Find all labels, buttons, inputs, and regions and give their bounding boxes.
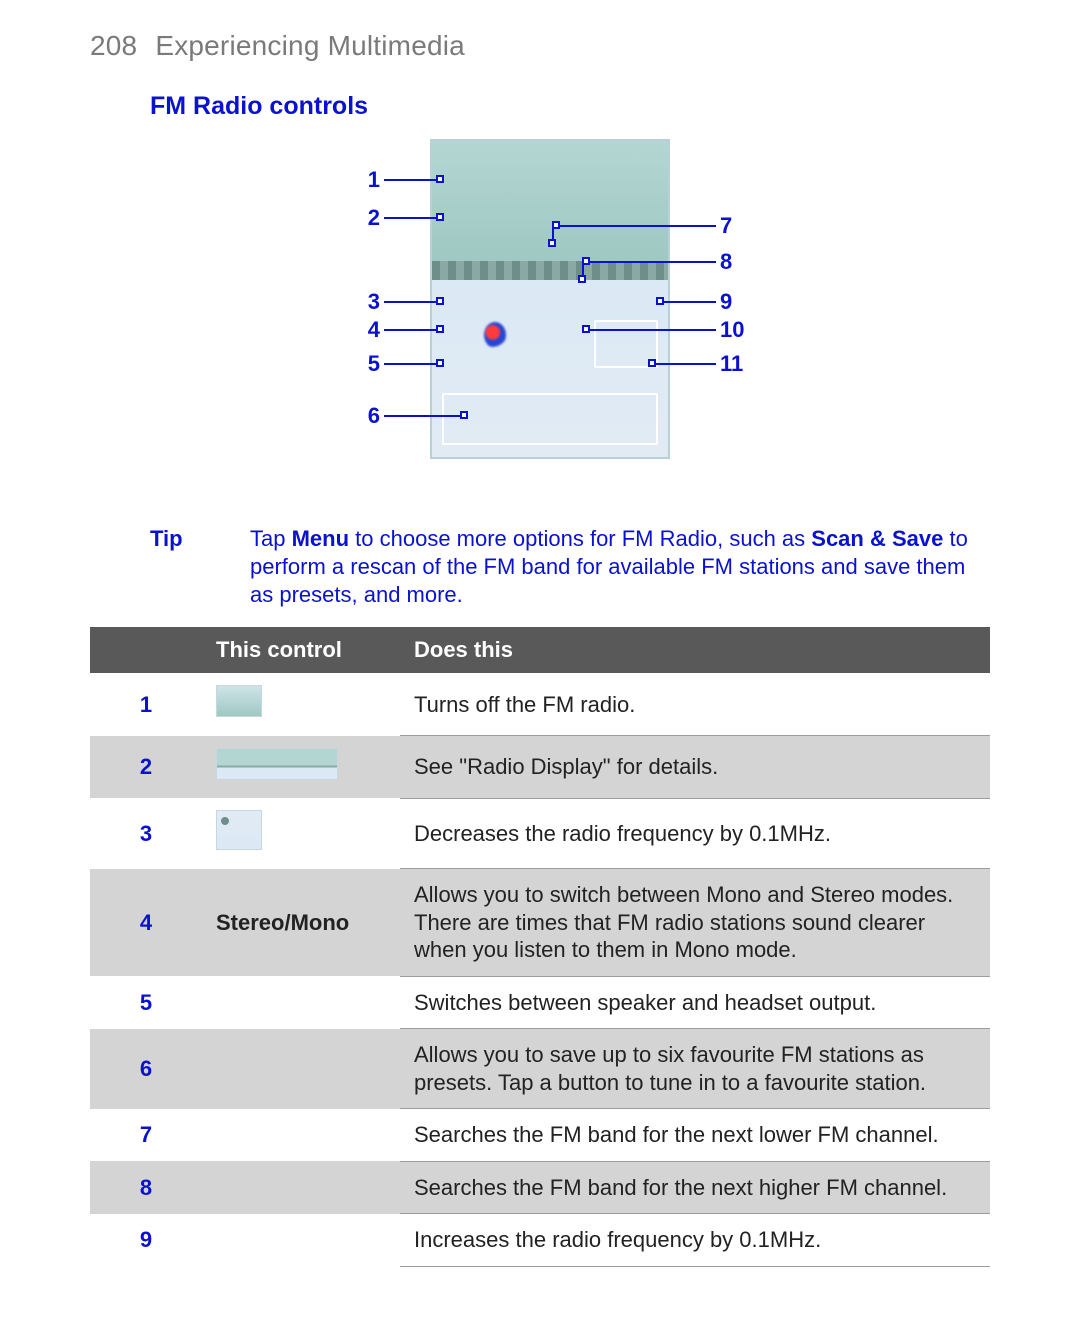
table-row: 9 Increases the radio frequency by 0.1MHz… bbox=[90, 1214, 990, 1267]
table-row: 6 Allows you to save up to six favourite … bbox=[90, 1029, 990, 1109]
row-icon bbox=[202, 1029, 400, 1109]
row-icon bbox=[202, 798, 400, 869]
row-icon bbox=[202, 1161, 400, 1214]
row-description: Switches between speaker and headset out… bbox=[400, 976, 990, 1029]
page-header: 208 Experiencing Multimedia bbox=[90, 30, 990, 62]
table-row: 4 Stereo/Mono Allows you to switch between… bbox=[90, 869, 990, 977]
row-icon bbox=[202, 1214, 400, 1267]
table-row: 5 Switches between speaker and headset ou… bbox=[90, 976, 990, 1029]
table-header-row: This control Does this bbox=[90, 627, 990, 673]
row-number: 3 bbox=[90, 798, 202, 869]
row-number: 5 bbox=[90, 976, 202, 1029]
table-row: 8 Searches the FM band for the next highe… bbox=[90, 1161, 990, 1214]
row-description: Turns off the FM radio. bbox=[400, 673, 990, 736]
row-icon: Stereo/Mono bbox=[202, 869, 400, 977]
row-number: 9 bbox=[90, 1214, 202, 1267]
table-header-control-2: This control bbox=[202, 627, 400, 673]
row-description: Allows you to switch between Mono and St… bbox=[400, 869, 990, 977]
table-row: 2 See "Radio Display" for details. bbox=[90, 736, 990, 799]
row-icon bbox=[202, 1109, 400, 1162]
row-number: 2 bbox=[90, 736, 202, 799]
control-label: Stereo/Mono bbox=[216, 910, 349, 935]
row-description: Allows you to save up to six favourite F… bbox=[400, 1029, 990, 1109]
control-thumb-icon bbox=[216, 748, 338, 780]
table-header-does: Does this bbox=[400, 627, 990, 673]
table-row: 7 Searches the FM band for the next lower… bbox=[90, 1109, 990, 1162]
page-number: 208 bbox=[90, 30, 137, 61]
row-icon bbox=[202, 976, 400, 1029]
row-description: See "Radio Display" for details. bbox=[400, 736, 990, 799]
tip-label: Tip bbox=[150, 525, 250, 609]
tip-block: Tip Tap Menu to choose more options for … bbox=[150, 525, 990, 609]
callout-diagram: 1 2 3 4 5 6 7 bbox=[190, 139, 890, 499]
control-thumb-icon bbox=[216, 810, 262, 850]
table-header-control bbox=[90, 627, 202, 673]
chapter-title: Experiencing Multimedia bbox=[155, 30, 465, 61]
row-icon bbox=[202, 673, 400, 736]
row-description: Decreases the radio frequency by 0.1MHz. bbox=[400, 798, 990, 869]
row-number: 4 bbox=[90, 869, 202, 977]
row-description: Increases the radio frequency by 0.1MHz. bbox=[400, 1214, 990, 1267]
page: 208 Experiencing Multimedia FM Radio con… bbox=[0, 0, 1080, 1327]
row-number: 8 bbox=[90, 1161, 202, 1214]
table-row: 1 Turns off the FM radio. bbox=[90, 673, 990, 736]
row-number: 7 bbox=[90, 1109, 202, 1162]
section-title: FM Radio controls bbox=[150, 92, 990, 121]
row-number: 1 bbox=[90, 673, 202, 736]
controls-table-body: 1 Turns off the FM radio. 2 See "Radio Disp… bbox=[90, 673, 990, 1266]
tip-body: Tap Menu to choose more options for FM R… bbox=[250, 525, 990, 609]
row-description: Searches the FM band for the next lower … bbox=[400, 1109, 990, 1162]
row-icon bbox=[202, 736, 400, 799]
controls-table: This control Does this 1 Turns off the FM… bbox=[90, 627, 990, 1267]
row-number: 6 bbox=[90, 1029, 202, 1109]
row-description: Searches the FM band for the next higher… bbox=[400, 1161, 990, 1214]
control-thumb-icon bbox=[216, 685, 262, 717]
table-row: 3 Decreases the radio frequency by 0.1MHz… bbox=[90, 798, 990, 869]
